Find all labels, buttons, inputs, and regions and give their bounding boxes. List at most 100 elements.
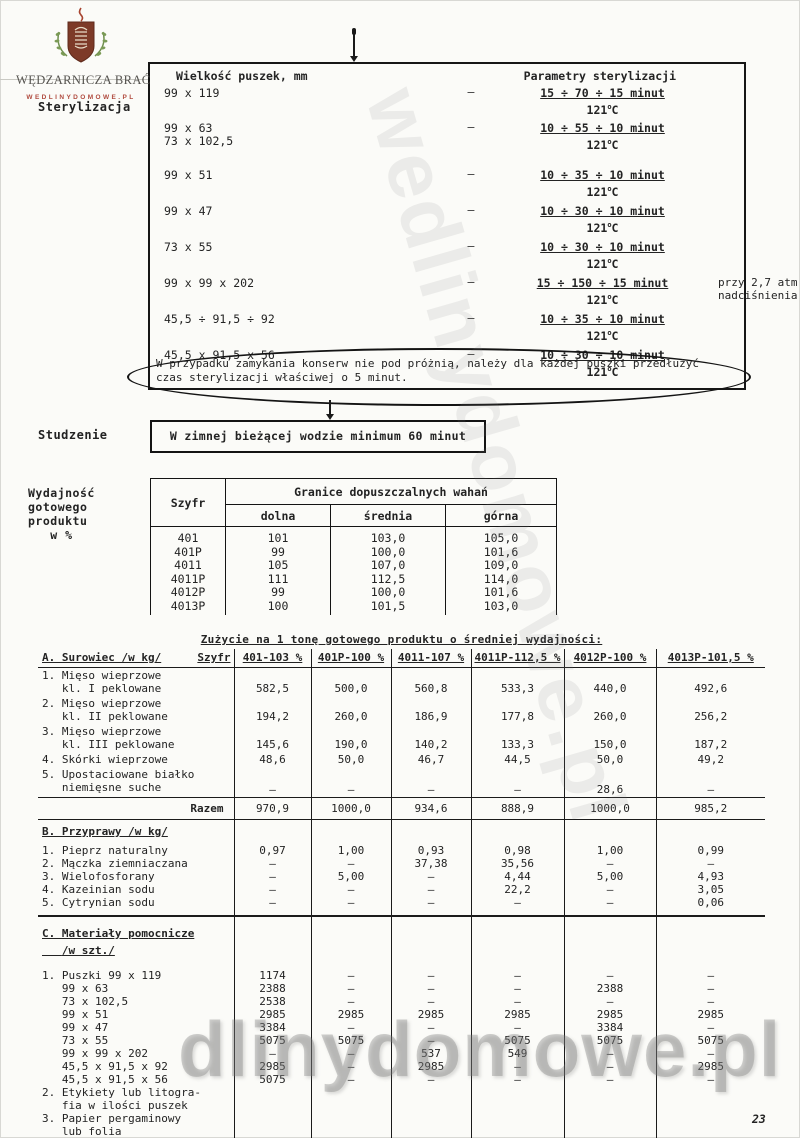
params-minutes: 15 ÷ 150 ÷ 15 minut: [536, 276, 669, 291]
cell-value: –: [310, 1059, 391, 1073]
cell-value: –: [310, 856, 391, 870]
usage-col-header: 4011-107 %: [390, 649, 471, 668]
cell-value: 4,93: [655, 869, 765, 883]
params-pressure-note: przy 2,7 atm nadciśnienia: [718, 276, 798, 303]
row-params: 10 ÷ 35 ÷ 10 minut 121oC: [490, 168, 715, 199]
table-row: 3. Papier pergaminowy lub folia: [38, 1111, 765, 1138]
cell-value: –: [470, 767, 564, 797]
table-row: 5. Cytrynian sodu – – – – – 0,06: [38, 895, 765, 916]
row-params: 10 ÷ 55 ÷ 10 minut 121oC: [490, 121, 715, 152]
cell-value: 0,06: [655, 895, 765, 916]
params-temp: 121oC: [586, 184, 619, 199]
cell-value: –: [655, 1072, 765, 1086]
cell-value: –: [655, 1020, 765, 1034]
yield-gorna-values: 105,0 101,6 109,0 114,0 101,6 103,0: [483, 531, 519, 613]
table-row: 1. Pieprz naturalny 0,97 1,00 0,93 0,98 …: [38, 843, 765, 857]
cell-value: –: [470, 968, 564, 982]
yield-table: Szyfr Granice dopuszczalnych wahań dolna…: [150, 478, 557, 615]
cell-value: –: [470, 994, 564, 1008]
cell-value: 0,98: [470, 843, 564, 857]
cell-value: 50,0: [310, 752, 391, 767]
cell-value: –: [310, 1072, 391, 1086]
cell-value: 1000,0: [563, 796, 656, 820]
usage-col-header: 4013P-101,5 %: [655, 649, 765, 668]
cell-value: –: [655, 856, 765, 870]
cell-value: –: [470, 895, 564, 916]
table-row: 3. Mięso wieprzowe kl. III peklowane 145…: [38, 724, 765, 752]
connector-bottom-line: [329, 400, 331, 416]
cell-value: –: [310, 994, 391, 1008]
params-temp: 121oC: [586, 257, 619, 272]
label-sterylizacja: Sterylizacja: [38, 100, 131, 114]
cell-value: –: [233, 882, 311, 896]
cell-value: 5075: [563, 1033, 656, 1047]
cell-value: 5,00: [310, 869, 391, 883]
cell-value: –: [233, 895, 311, 916]
ingredient-name: 2. Mączka ziemniaczana: [42, 856, 188, 870]
cell-value: –: [233, 767, 311, 797]
params-minutes: 10 ÷ 30 ÷ 10 minut: [540, 240, 665, 255]
cell-value: –: [233, 1046, 311, 1060]
ingredient-name: 3. Wielofosforany: [42, 869, 155, 883]
razem-row: Razem 970,9 1000,0 934,6 888,9 1000,0 98…: [38, 796, 765, 820]
cell-value: 2538: [233, 994, 311, 1008]
cell-value: 2985: [310, 1007, 391, 1021]
cell-value: –: [310, 1020, 391, 1034]
connector-bottom-arrow-icon: [326, 414, 334, 420]
ingredient-name: 1. Mięso wieprzowe kl. I peklowane: [42, 669, 162, 695]
section-c-label: C. Materiały pomocnicze /w szt./: [38, 914, 234, 969]
table-row: 1. Mięso wieprzowe kl. I peklowane 582,5…: [38, 667, 765, 696]
section-a-label: A. Surowiec /w kg/: [42, 651, 162, 664]
table-row: 4. Skórki wieprzowe 48,6 50,0 46,7 44,5 …: [38, 752, 765, 767]
table-row: 2. Etykiety lub litogra- fia w ilości pu…: [38, 1085, 765, 1112]
cell-value: 133,3: [470, 724, 564, 752]
cell-value: 187,2: [655, 724, 765, 752]
cell-value: 140,2: [390, 724, 471, 752]
can-size: 45,5 ÷ 91,5 ÷ 92: [164, 311, 275, 326]
cell-value: 256,2: [655, 696, 765, 724]
connector-top-dot: [352, 28, 356, 35]
cell-value: 2985: [233, 1007, 311, 1021]
material-name: 73 x 55: [42, 1033, 109, 1047]
usage-title: Zużycie na 1 tonę gotowego produktu o śr…: [200, 633, 603, 646]
table-row: 45,5 x 91,5 x 56 5075 – – – – –: [38, 1072, 765, 1086]
cell-value: –: [655, 968, 765, 982]
cell-value: –: [390, 869, 471, 883]
cell-value: 35,56: [470, 856, 564, 870]
brand-logo: WĘDZARNICZA BRAĆ WEDLINYDOMOWE.PL: [16, 6, 150, 101]
ingredient-name: 5. Cytrynian sodu: [42, 895, 155, 909]
cell-value: 2985: [390, 1059, 471, 1073]
cell-value: 985,2: [655, 796, 765, 820]
sterilization-table: Wielkość puszek, mm Parametry sterylizac…: [148, 62, 797, 390]
label-studzenie: Studzenie: [38, 428, 108, 442]
logo-divider: [0, 79, 148, 80]
sterilization-row: 99 x 47 – 10 ÷ 30 ÷ 10 minut 121oC: [164, 204, 738, 235]
szyfr-label: Szyfr: [197, 651, 231, 664]
yield-dolna-values: 101 99 105 111 99 100: [267, 531, 289, 613]
cell-value: 177,8: [470, 696, 564, 724]
cell-value: –: [655, 994, 765, 1008]
material-name: 99 x 47: [42, 1020, 109, 1034]
cell-value: 492,6: [655, 667, 765, 696]
sterilization-row: 73 x 55 – 10 ÷ 30 ÷ 10 minut 121oC: [164, 240, 738, 271]
table-row: 3. Wielofosforany – 5,00 – 4,44 5,00 4,9…: [38, 869, 765, 883]
sterilization-row: 99 x 51 – 10 ÷ 35 ÷ 10 minut 121oC: [164, 167, 738, 199]
cell-value: 5075: [233, 1072, 311, 1086]
cell-value: 37,38: [390, 856, 471, 870]
cell-value: 3384: [563, 1020, 656, 1034]
cell-value: 934,6: [390, 796, 471, 820]
row-params: 10 ÷ 30 ÷ 10 minut 121oC: [490, 240, 715, 271]
material-name: 45,5 x 91,5 x 92: [42, 1059, 168, 1073]
cell-value: 533,3: [470, 667, 564, 696]
cell-value: 46,7: [390, 752, 471, 767]
cell-value: 5075: [655, 1033, 765, 1047]
hand-drawn-circle: [127, 348, 751, 406]
can-size: 99 x 63 73 x 102,5: [164, 120, 234, 148]
row-dash: –: [467, 239, 475, 254]
params-temp: 121oC: [586, 328, 619, 343]
material-name: 73 x 102,5: [42, 994, 129, 1008]
table-row: 45,5 x 91,5 x 92 2985 – 2985 – – 2985: [38, 1059, 765, 1073]
cell-value: 186,9: [390, 696, 471, 724]
cell-value: 1000,0: [310, 796, 391, 820]
params-temp: 121oC: [586, 137, 619, 152]
